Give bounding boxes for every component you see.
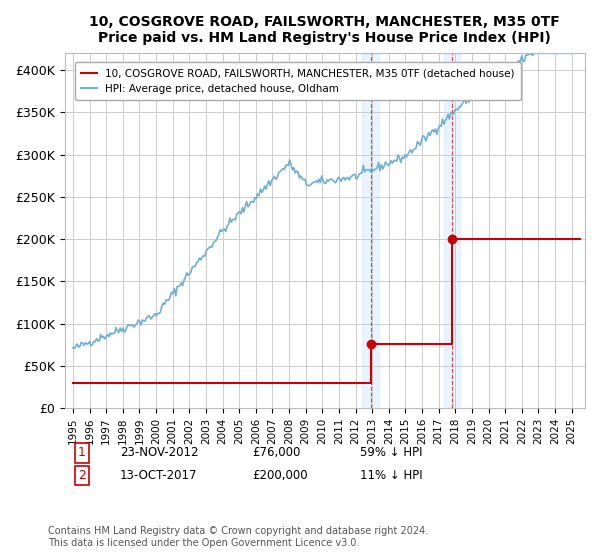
Text: Contains HM Land Registry data © Crown copyright and database right 2024.
This d: Contains HM Land Registry data © Crown c…: [48, 526, 428, 548]
Text: 23-NOV-2012: 23-NOV-2012: [120, 446, 199, 459]
Text: 1: 1: [367, 82, 374, 95]
Title: 10, COSGROVE ROAD, FAILSWORTH, MANCHESTER, M35 0TF
Price paid vs. HM Land Regist: 10, COSGROVE ROAD, FAILSWORTH, MANCHESTE…: [89, 15, 560, 45]
Text: 11% ↓ HPI: 11% ↓ HPI: [360, 469, 422, 482]
Text: 59% ↓ HPI: 59% ↓ HPI: [360, 446, 422, 459]
Text: 13-OCT-2017: 13-OCT-2017: [120, 469, 197, 482]
Bar: [443, 53, 460, 408]
Text: 2: 2: [448, 82, 456, 95]
Text: £76,000: £76,000: [252, 446, 301, 459]
Bar: [362, 53, 379, 408]
Legend: 10, COSGROVE ROAD, FAILSWORTH, MANCHESTER, M35 0TF (detached house), HPI: Averag: 10, COSGROVE ROAD, FAILSWORTH, MANCHESTE…: [75, 62, 521, 100]
Text: £200,000: £200,000: [252, 469, 308, 482]
Text: 1: 1: [78, 446, 86, 459]
Text: 2: 2: [78, 469, 86, 482]
